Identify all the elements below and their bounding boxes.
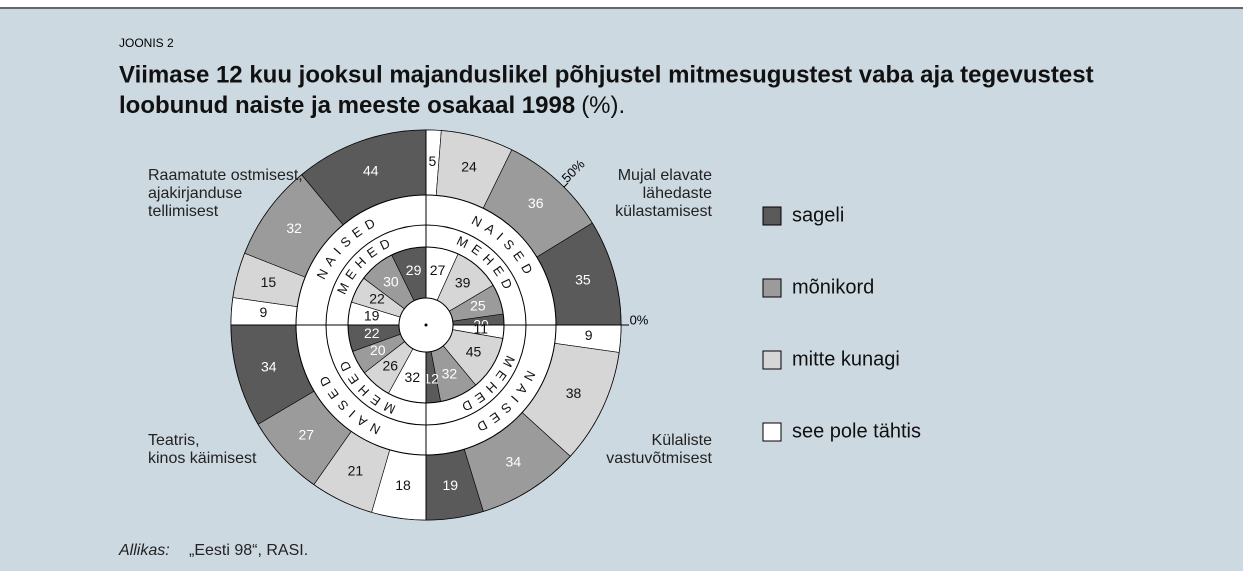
- category-label: Raamatute ostmisest,: [148, 167, 303, 184]
- value-label: 36: [528, 195, 544, 211]
- category-label: Külaliste: [652, 432, 713, 449]
- value-label: 35: [575, 271, 591, 287]
- value-label: 32: [405, 369, 421, 385]
- legend-label: mõnikord: [792, 276, 874, 298]
- value-label: 12: [423, 370, 439, 386]
- value-label: 32: [286, 220, 302, 236]
- category-label: lähedaste: [643, 185, 712, 202]
- value-label: 30: [383, 273, 399, 289]
- title-suffix: (%).: [581, 92, 625, 119]
- scale-tick: [563, 182, 569, 188]
- value-label: 32: [442, 365, 458, 381]
- value-label: 38: [566, 385, 582, 401]
- legend-label: sageli: [792, 204, 844, 226]
- value-label: 39: [455, 275, 471, 291]
- chart-title-line2: loobunud naiste ja meeste osakaal 1998 (%…: [119, 92, 625, 119]
- source: „Eesti 98“, RASI.: [189, 542, 308, 559]
- value-label: 25: [470, 297, 486, 313]
- value-label: 15: [261, 274, 277, 290]
- value-label: 22: [369, 291, 385, 307]
- center-dot: [424, 323, 428, 327]
- value-label: 26: [382, 358, 398, 374]
- category-label: Teatris,: [148, 432, 200, 449]
- value-label: 19: [364, 308, 380, 324]
- legend-label: mitte kunagi: [792, 348, 900, 370]
- value-label: 9: [585, 327, 593, 343]
- value-label: 21: [348, 463, 364, 479]
- legend-swatch: [762, 206, 782, 226]
- category-label: ajakirjanduse: [148, 185, 242, 202]
- chart-title: Viimase 12 kuu jooksul majanduslikel põh…: [119, 61, 1094, 88]
- legend-swatch: [762, 278, 782, 298]
- background: [0, 8, 1243, 571]
- value-label: 20: [370, 342, 386, 358]
- title-text: loobunud naiste ja meeste osakaal 1998: [119, 92, 575, 119]
- value-label: 18: [395, 477, 411, 493]
- value-label: 34: [261, 359, 277, 375]
- legend-swatch: [762, 422, 782, 442]
- value-label: 11: [474, 320, 489, 336]
- category-label: kinos käimisest: [148, 450, 257, 467]
- source-label: Allikas:: [118, 542, 170, 559]
- value-label: 24: [461, 158, 477, 174]
- scale-tick-label: 0%: [630, 313, 649, 328]
- value-label: 34: [506, 453, 522, 469]
- value-label: 27: [299, 426, 315, 442]
- category-label: külastamisest: [615, 203, 712, 220]
- value-label: 45: [466, 343, 482, 359]
- value-label: 5: [429, 153, 437, 169]
- category-label: Mujal elavate: [618, 167, 712, 184]
- value-label: 44: [363, 162, 379, 178]
- figure-label: JOONIS 2: [119, 36, 174, 50]
- category-label: vastuvõtmisest: [606, 450, 712, 467]
- value-label: 27: [430, 262, 446, 278]
- legend-label: see pole tähtis: [792, 420, 921, 442]
- legend-swatch: [762, 350, 782, 370]
- value-label: 22: [364, 325, 380, 341]
- category-label: tellimisest: [148, 203, 219, 220]
- value-label: 9: [260, 304, 268, 320]
- value-label: 29: [406, 262, 422, 278]
- value-label: 19: [442, 477, 458, 493]
